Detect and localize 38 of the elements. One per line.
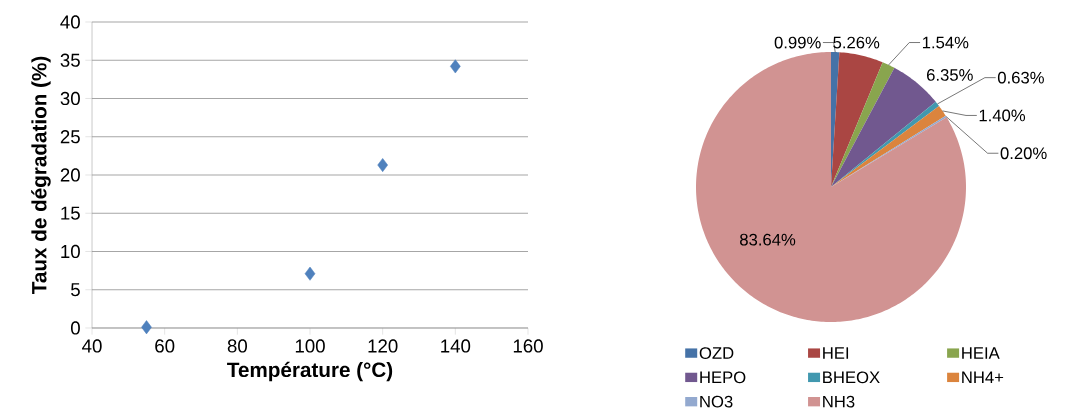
legend-label: HEIA: [962, 347, 1000, 359]
y-tick-label: 15: [61, 206, 80, 220]
point: [377, 158, 388, 172]
legend-label: HEI: [823, 347, 849, 359]
legend-label: NO3: [700, 395, 733, 408]
x-tick-label: 160: [513, 339, 543, 353]
x-tick-label: 60: [155, 339, 175, 353]
y-tick-label: 35: [60, 53, 80, 67]
y-tick-label: 30: [60, 91, 80, 106]
point: [450, 59, 461, 74]
data-label: 83.64%: [740, 233, 796, 246]
data-label: 0.99%: [774, 36, 821, 49]
data-label: 0.63%: [997, 71, 1044, 84]
legend-label: NH3: [823, 395, 855, 408]
x-tick-label: 100: [295, 339, 325, 353]
legend-label: HEPO: [700, 371, 746, 384]
data-label: 5.26%: [833, 36, 880, 49]
x-tick-label: 40: [82, 339, 102, 353]
x-tick-label: 140: [441, 339, 471, 353]
y-tick-label: 5: [71, 283, 80, 297]
x-tick-label: 120: [368, 339, 398, 353]
data-label: 1.40%: [979, 109, 1026, 122]
y-tick-label: 25: [60, 130, 80, 144]
legend-label: BHEOX: [823, 371, 880, 384]
y-tick-label: 10: [61, 244, 80, 259]
data-label: 0.20%: [1000, 147, 1047, 160]
x-tick-label: 80: [227, 339, 247, 353]
data-label: 1.54%: [922, 36, 969, 49]
y-tick-label: 0: [70, 321, 80, 335]
y-axis-title: Taux de dégradation (%): [31, 56, 51, 294]
y-tick-label: 20: [60, 168, 80, 182]
point: [141, 320, 152, 335]
data-label: 6.35%: [927, 69, 973, 81]
point: [304, 266, 316, 281]
x-axis-title: Température (°C): [227, 361, 393, 382]
y-tick-label: 40: [60, 15, 80, 29]
legend-label: NH4+: [962, 371, 1004, 384]
legend-label: OZD: [699, 347, 734, 359]
